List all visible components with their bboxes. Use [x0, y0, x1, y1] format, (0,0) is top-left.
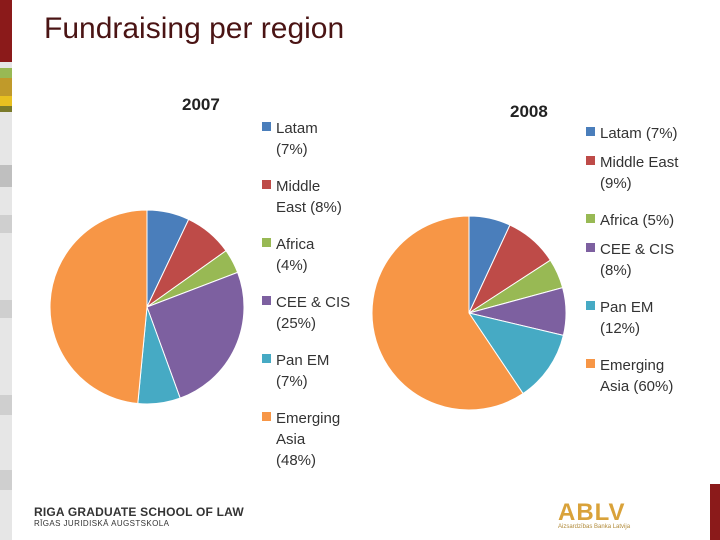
legend-label: Middle East [600, 154, 679, 171]
legend-label: Asia [276, 431, 306, 448]
legend-swatch [586, 127, 595, 136]
legend-swatch [262, 122, 271, 131]
ablv-logo-subtitle: Aizsardzības Banka Latvija [558, 524, 631, 530]
right-accent-bar [710, 484, 720, 540]
pie-chart-2008: 2008 Latam (7%) Middle East (9%) Africa (5%)… [371, 102, 679, 411]
school-name: RIGA GRADUATE SCHOOL OF LAW [34, 505, 244, 519]
legend-label: (25%) [276, 315, 316, 332]
legend-label: Pan EM [600, 299, 653, 316]
legend-swatch [586, 359, 595, 368]
legend-label: (12%) [600, 320, 640, 337]
legend-label: Middle [276, 178, 320, 195]
legend-swatch [586, 214, 595, 223]
legend-label: Latam (7%) [600, 125, 678, 142]
chart-title: 2008 [510, 102, 548, 121]
legend-label: Emerging [276, 410, 340, 427]
legend-label: (8%) [600, 262, 632, 279]
pie-slice-pan-em [467, 312, 564, 395]
ablv-logo: ABLV Aizsardzības Banka Latvija [558, 499, 636, 532]
legend-swatch [586, 156, 595, 165]
page-title: Fundraising per region [44, 12, 345, 45]
legend-label: (9%) [600, 175, 632, 192]
legend-swatch [262, 354, 271, 363]
legend-label: CEE & CIS [600, 241, 674, 258]
legend-label: (7%) [276, 373, 308, 390]
legend-swatch [262, 238, 271, 247]
school-logo: RIGA GRADUATE SCHOOL OF LAW RĪGAS JURIDI… [34, 505, 244, 528]
school-name-latvian: RĪGAS JURIDISKĀ AUGSTSKOLA [34, 519, 170, 528]
legend-swatch [262, 180, 271, 189]
left-decorative-bar [0, 0, 12, 540]
legend-label: (4%) [276, 257, 308, 274]
legend-label: Latam [276, 120, 318, 137]
legend-label: Emerging [600, 357, 664, 374]
legend-swatch [586, 243, 595, 252]
legend-label: Africa [276, 236, 315, 253]
legend-label: Pan EM [276, 352, 329, 369]
legend-swatch [586, 301, 595, 310]
pie-slice-cee-cis [146, 271, 245, 399]
ablv-logo-mark: ABLV [558, 499, 626, 526]
pie-slice-emerging-asia [49, 209, 148, 405]
legend-label: (48%) [276, 452, 316, 469]
chart-title: 2007 [182, 95, 220, 114]
pie-slice-emerging-asia [371, 215, 524, 411]
legend-label: Africa (5%) [600, 212, 674, 229]
legend-label: East (8%) [276, 199, 342, 216]
legend-label: CEE & CIS [276, 294, 350, 311]
legend-swatch [262, 296, 271, 305]
legend-swatch [262, 412, 271, 421]
legend-label: (7%) [276, 141, 308, 158]
legend-label: Asia (60%) [600, 378, 673, 395]
pie-chart-2007: 2007 Latam (7%) Middle East (8%) Africa (4%) CE… [49, 95, 350, 469]
